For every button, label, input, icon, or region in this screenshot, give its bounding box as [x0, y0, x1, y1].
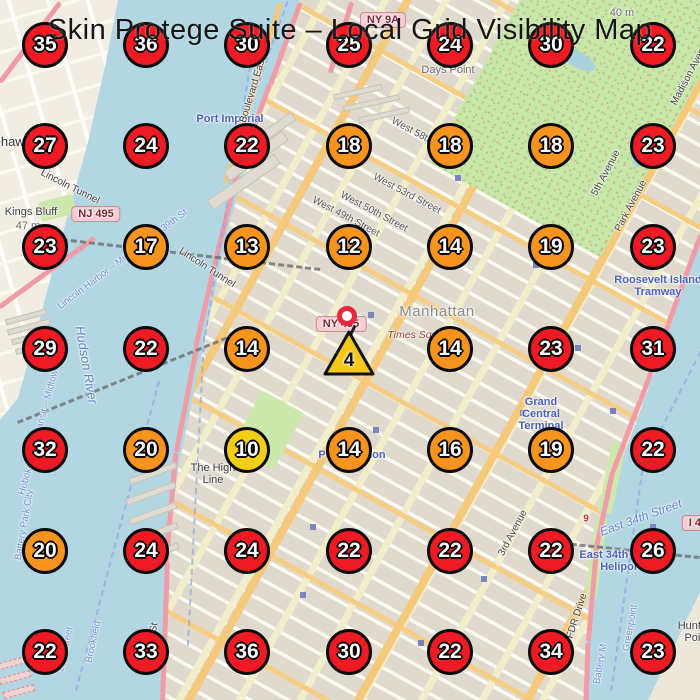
- page-title: Skin Protege Suite – Local Grid Visibili…: [47, 14, 653, 46]
- subway-entrance-dot: [575, 345, 581, 351]
- grid-marker-r4c5[interactable]: 14: [427, 326, 473, 372]
- grid-marker-r6c3[interactable]: 24: [224, 528, 270, 574]
- grid-marker-r7c2[interactable]: 33: [123, 629, 169, 675]
- grid-marker-r4c7[interactable]: 31: [630, 326, 676, 372]
- grid-marker-r3c1[interactable]: 23: [22, 224, 68, 270]
- grid-marker-r5c4[interactable]: 14: [326, 427, 372, 473]
- grid-marker-r3c3[interactable]: 13: [224, 224, 270, 270]
- grid-marker-r2c5[interactable]: 18: [427, 123, 473, 169]
- grid-marker-r2c2[interactable]: 24: [123, 123, 169, 169]
- subway-entrance-dot: [650, 524, 656, 530]
- grid-marker-r5c7[interactable]: 22: [630, 427, 676, 473]
- grid-marker-r7c5[interactable]: 22: [427, 629, 473, 675]
- subway-entrance-dot: [455, 175, 461, 181]
- grid-marker-r4c2[interactable]: 22: [123, 326, 169, 372]
- grid-marker-r4c3[interactable]: 14: [224, 326, 270, 372]
- map-label: Roosevelt Island Tramway: [614, 273, 700, 298]
- grid-marker-r1c6[interactable]: 30: [528, 22, 574, 68]
- grid-marker-r1c1[interactable]: 35: [22, 22, 68, 68]
- location-pin-icon: [337, 306, 357, 326]
- grid-marker-r1c4[interactable]: 25: [326, 22, 372, 68]
- grid-marker-r2c4[interactable]: 18: [326, 123, 372, 169]
- grid-marker-r6c5[interactable]: 22: [427, 528, 473, 574]
- grid-marker-r4c6[interactable]: 23: [528, 326, 574, 372]
- grid-marker-r4c1[interactable]: 29: [22, 326, 68, 372]
- subway-entrance-dot: [373, 427, 379, 433]
- grid-marker-r7c7[interactable]: 23: [630, 629, 676, 675]
- grid-marker-r5c6[interactable]: 19: [528, 427, 574, 473]
- grid-marker-r6c2[interactable]: 24: [123, 528, 169, 574]
- grid-marker-r1c7[interactable]: 22: [630, 22, 676, 68]
- map-label: Port Imperial: [196, 112, 264, 125]
- grid-marker-r5c3[interactable]: 10: [224, 427, 270, 473]
- route-shield-nj495: NJ 495: [71, 205, 121, 223]
- grid-marker-r7c6[interactable]: 34: [528, 629, 574, 675]
- subway-entrance-dot: [520, 410, 526, 416]
- grid-marker-r3c2[interactable]: 17: [123, 224, 169, 270]
- grid-marker-r6c1[interactable]: 20: [22, 528, 68, 574]
- grid-marker-r6c4[interactable]: 22: [326, 528, 372, 574]
- map-label: Manhattan: [399, 302, 475, 320]
- alert-value: 4: [343, 350, 355, 371]
- map-label: Hunters Point: [677, 619, 700, 644]
- grid-marker-r3c5[interactable]: 14: [427, 224, 473, 270]
- grid-marker-r2c3[interactable]: 22: [224, 123, 270, 169]
- grid-marker-r3c7[interactable]: 23: [630, 224, 676, 270]
- grid-marker-r1c5[interactable]: 24: [427, 22, 473, 68]
- subway-entrance-dot: [300, 592, 306, 598]
- grid-marker-r6c6[interactable]: 22: [528, 528, 574, 574]
- grid-marker-r5c5[interactable]: 16: [427, 427, 473, 473]
- map-label: Times Square: [387, 329, 453, 342]
- grid-marker-r2c1[interactable]: 27: [22, 123, 68, 169]
- map-label: 9: [583, 513, 589, 525]
- grid-marker-r3c6[interactable]: 19: [528, 224, 574, 270]
- map-label: I 495: [681, 514, 700, 532]
- map-label: The High Line: [190, 461, 236, 486]
- grid-marker-r7c3[interactable]: 36: [224, 629, 270, 675]
- grid-marker-r1c3[interactable]: 30: [224, 22, 270, 68]
- grid-marker-r5c1[interactable]: 32: [22, 427, 68, 473]
- grid-marker-r3c4[interactable]: 12: [326, 224, 372, 270]
- grid-marker-r1c2[interactable]: 36: [123, 22, 169, 68]
- subway-entrance-dot: [481, 576, 487, 582]
- grid-marker-r2c7[interactable]: 23: [630, 123, 676, 169]
- subway-entrance-dot: [368, 312, 374, 318]
- grid-marker-r5c2[interactable]: 20: [123, 427, 169, 473]
- elevation-label: 40 m: [609, 6, 635, 19]
- subway-entrance-dot: [610, 408, 616, 414]
- map-label: Days Point: [421, 63, 475, 76]
- grid-marker-r7c1[interactable]: 22: [22, 629, 68, 675]
- subway-entrance-dot: [418, 640, 424, 646]
- subway-entrance-dot: [310, 524, 316, 530]
- grid-marker-r2c6[interactable]: 18: [528, 123, 574, 169]
- map-label: Kings Bluff: [4, 205, 58, 218]
- route-shield-ny9a: NY 9A: [359, 11, 407, 29]
- grid-marker-r6c7[interactable]: 26: [630, 528, 676, 574]
- warning-triangle-icon: [323, 330, 375, 376]
- grid-marker-r7c4[interactable]: 30: [326, 629, 372, 675]
